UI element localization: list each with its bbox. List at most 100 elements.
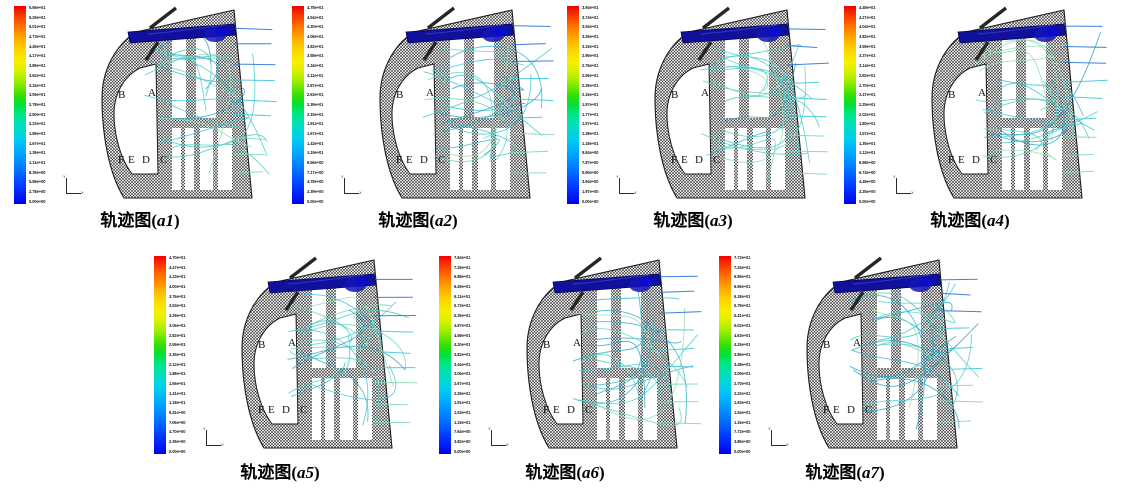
region-label-e: E: [958, 154, 965, 166]
colorbar-tick: 0.00e+00: [169, 448, 186, 454]
colorbar-a1: 5.56e+01 5.29e+01 5.01e+01 4.73e+01 4.45e+01…: [14, 5, 80, 204]
colorbar-tick: 4.04e+01: [859, 24, 876, 30]
caption-prefix: 轨迹图(: [100, 211, 157, 230]
colorbar-tick: 5.90e+00: [582, 169, 599, 175]
colorbar-tick: 1.12e+01: [859, 150, 876, 156]
colorbar-tick: 2.92e+01: [859, 72, 876, 78]
colorbar-tick: 2.16e+01: [582, 92, 599, 98]
colorbar-tick: 3.82e+01: [859, 34, 876, 40]
colorbar-tick: 6.74e+00: [859, 169, 876, 175]
region-label-e: E: [681, 154, 688, 166]
colorbar-tick: 2.50e+01: [29, 111, 46, 117]
region-label-b: B: [543, 339, 551, 351]
colorbar-tick: 3.86e+00: [734, 439, 751, 445]
colorbar-tick: 4.49e+00: [859, 179, 876, 185]
region-label-d: D: [142, 154, 150, 166]
axis-y-label: Y: [768, 426, 771, 431]
mesh-model-a5: [224, 252, 420, 458]
colorbar-tick: 3.09e+01: [734, 371, 751, 377]
panel-a3: 3.94e+01 3.74e+01 3.54e+01 3.35e+01 3.15e+01…: [553, 0, 833, 240]
colorbar-tick: 3.48e+01: [734, 361, 751, 367]
colorbar-tick: 0.00e+00: [734, 448, 751, 454]
caption-index: a4: [987, 211, 1004, 230]
colorbar-tick: 1.41e+01: [169, 390, 186, 396]
mesh-model-a7: [789, 252, 985, 458]
colorbar-tick: 2.35e+00: [169, 439, 186, 445]
colorbar-gradient: [292, 6, 304, 204]
colorbar-tick: 3.74e+01: [582, 14, 599, 20]
axis-x-line: [206, 445, 221, 446]
colorbar-tick: 5.35e+01: [454, 313, 471, 319]
colorbar-tick: 6.49e+01: [454, 284, 471, 290]
colorbar-tick: 7.72e+00: [734, 429, 751, 435]
axis-x-line: [896, 193, 911, 194]
region-label-f: F: [258, 404, 265, 416]
panel-a1: 5.56e+01 5.29e+01 5.01e+01 4.73e+01 4.45e+01…: [0, 0, 280, 240]
colorbar-tick: 5.29e+01: [29, 14, 46, 20]
colorbar-tick: 3.35e+01: [582, 34, 599, 40]
colorbar-tick: 7.72e+01: [734, 255, 751, 260]
colorbar-tick: 4.49e+01: [859, 5, 876, 10]
caption-prefix: 轨迹图(: [525, 463, 582, 482]
colorbar-tick: 1.43e+01: [307, 140, 324, 146]
axis-y-label: Y: [203, 426, 206, 431]
region-label-d: D: [282, 404, 290, 416]
colorbar-tick: 2.47e+01: [859, 92, 876, 98]
colorbar-tick: 9.41e+00: [169, 410, 186, 415]
region-label-b: B: [823, 339, 831, 351]
caption-suffix: ): [727, 211, 733, 230]
colorbar-tick: 8.35e+00: [29, 169, 46, 175]
colorbar-tick: 2.70e+01: [859, 82, 876, 88]
colorbar-tick: 6.18e+01: [734, 293, 751, 299]
colorbar-tick: 3.53e+01: [169, 303, 186, 309]
region-label-d: D: [972, 154, 980, 166]
colorbar-tick: 4.63e+01: [734, 332, 751, 338]
colorbar-tick: 3.94e+01: [582, 5, 599, 10]
colorbar-tick: 4.47e+01: [169, 264, 186, 270]
colorbar-tick: 3.82e+01: [454, 351, 471, 357]
colorbar-tick: 3.54e+01: [582, 24, 599, 30]
region-label-d: D: [567, 404, 575, 416]
colorbar-gradient: [154, 256, 166, 454]
region-label-d: D: [695, 154, 703, 166]
colorbar-gradient: [719, 256, 731, 454]
axis-y-label: Y: [63, 174, 66, 179]
colorbar-tick: 2.67e+01: [454, 380, 471, 386]
colorbar-tick: 1.95e+01: [29, 130, 46, 136]
region-label-d: D: [420, 154, 428, 166]
panel-caption-a2: 轨迹图(a2): [278, 206, 558, 231]
colorbar-tick: 1.77e+01: [582, 111, 599, 117]
colorbar-tick: 2.78e+01: [29, 101, 46, 107]
panel-a2: 4.78e+01 4.54e+01 4.30e+01 4.06e+01 3.82e+01…: [278, 0, 558, 240]
colorbar-tick: 1.67e+01: [29, 140, 46, 146]
colorbar-tick: 4.45e+01: [29, 43, 46, 49]
panel-caption-a5: 轨迹图(a5): [140, 458, 420, 483]
region-label-f: F: [671, 154, 678, 166]
colorbar-gradient: [844, 6, 856, 204]
colorbar-tick: 5.02e+01: [734, 322, 751, 328]
caption-prefix: 轨迹图(: [378, 211, 435, 230]
region-label-a: A: [573, 337, 581, 349]
colorbar-tick: 7.64e+01: [454, 255, 471, 260]
mesh-model-a4: [914, 2, 1110, 208]
panel-caption-a6: 轨迹图(a6): [425, 458, 705, 483]
axis-y-line: [896, 178, 897, 194]
axis-y-label: Y: [341, 174, 344, 179]
caption-index: a1: [157, 211, 174, 230]
caption-prefix: 轨迹图(: [805, 463, 862, 482]
colorbar-tick: 6.11e+01: [454, 293, 471, 299]
colorbar-tick: 4.78e+01: [307, 5, 324, 10]
colorbar-gradient: [567, 6, 579, 204]
region-label-c: C: [300, 404, 308, 416]
region-label-c: C: [865, 404, 873, 416]
colorbar-tick: 6.95e+01: [734, 274, 751, 280]
colorbar-tick: 1.19e+01: [307, 150, 324, 156]
colorbar-tick: 0.00e+00: [29, 198, 46, 204]
colorbar-tick: 2.29e+01: [454, 390, 471, 396]
region-label-a: A: [148, 87, 156, 99]
panel-caption-a7: 轨迹图(a7): [705, 458, 985, 483]
panel-a6: 7.64e+01 7.26e+01 6.88e+01 6.49e+01 6.11e+01…: [425, 250, 705, 497]
